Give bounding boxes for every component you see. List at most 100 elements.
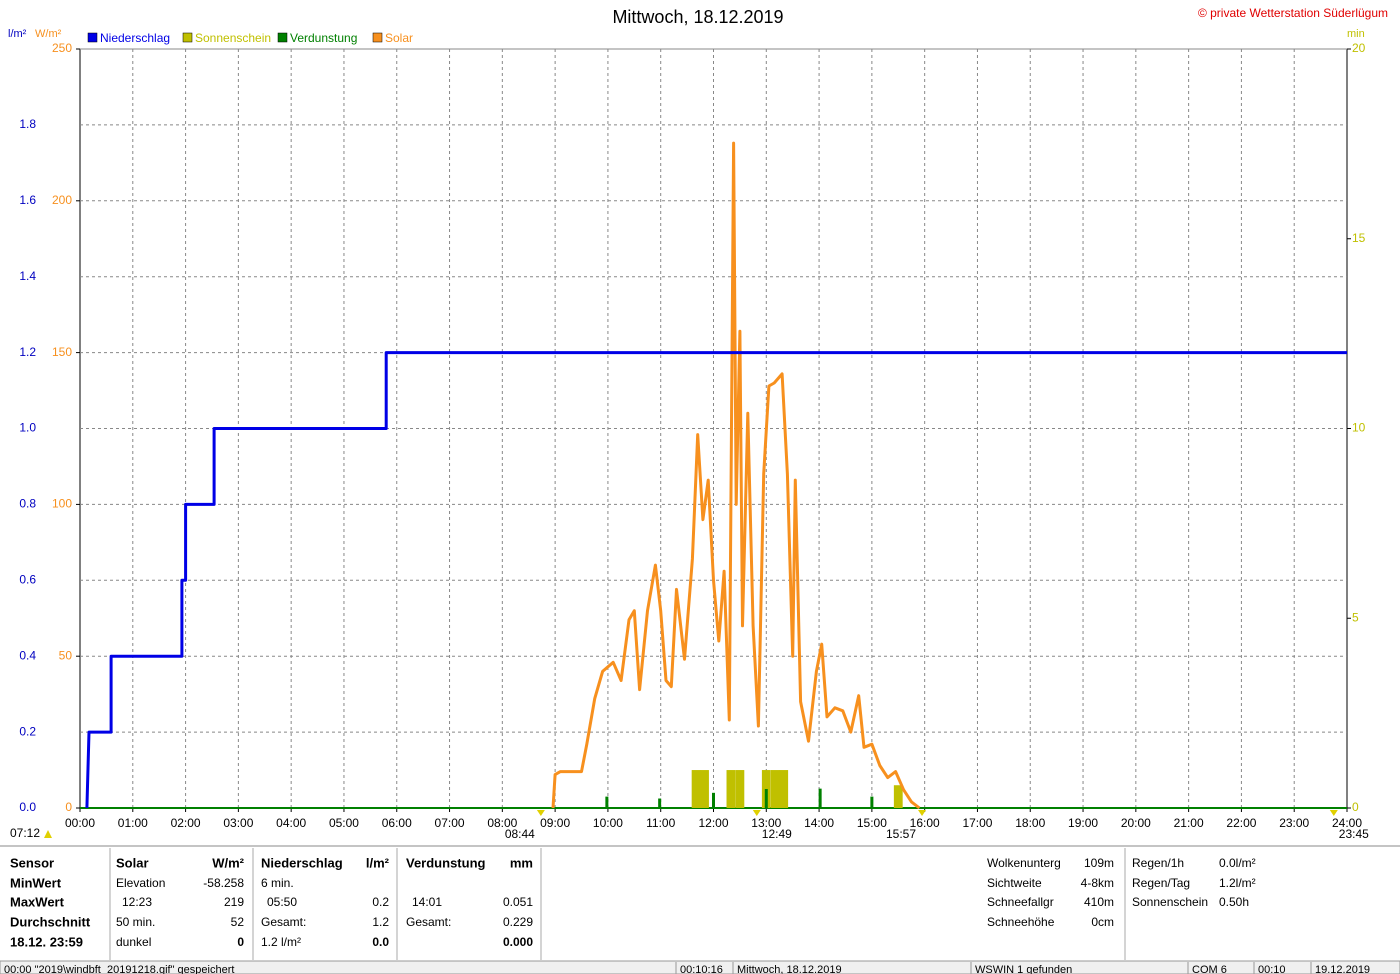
x-tick-label: 01:00 xyxy=(118,816,148,830)
y2-tick-label: 200 xyxy=(52,193,72,207)
x-tick-label: 23:00 xyxy=(1279,816,1309,830)
time-marker xyxy=(536,810,545,816)
table-label: Gesamt: xyxy=(261,915,306,929)
y2-tick-label: 150 xyxy=(52,345,72,359)
table-unit: W/m² xyxy=(212,855,244,870)
table-value: 52 xyxy=(231,915,245,929)
x-tick-label: 05:00 xyxy=(329,816,359,830)
table-unit: l/m² xyxy=(366,855,390,870)
summary-label: Sonnenschein xyxy=(1132,895,1208,909)
y3-tick-label: 20 xyxy=(1352,41,1366,55)
status-text: 00:10 xyxy=(1258,964,1286,974)
table-label: 6 min. xyxy=(261,876,294,890)
x-tick-label: 22:00 xyxy=(1226,816,1256,830)
bar xyxy=(770,770,780,808)
table-label: 14:01 xyxy=(412,895,442,909)
x-tick-label: 11:00 xyxy=(646,816,675,830)
table-value: 0.000 xyxy=(503,935,533,949)
table-value: 0.0 xyxy=(372,935,389,949)
time-marker xyxy=(918,810,927,816)
summary-label: Regen/Tag xyxy=(1132,876,1190,890)
legend-swatch xyxy=(87,32,98,43)
info-value: 109m xyxy=(1084,856,1114,870)
table-header: Solar xyxy=(116,855,149,870)
bar xyxy=(818,788,822,808)
bar xyxy=(893,785,903,808)
copyright: © private Wetterstation Süderlügum xyxy=(1198,6,1388,20)
time-marker-label: 23:45 xyxy=(1339,827,1369,841)
status-text: 00:00 "2019\windbft_20191218.gif" gespei… xyxy=(4,964,234,974)
table-label: 18.12. 23:59 xyxy=(10,934,83,949)
x-tick-label: 00:00 xyxy=(65,816,95,830)
y3-tick-label: 15 xyxy=(1352,231,1366,245)
table-label: Durchschnitt xyxy=(10,914,91,929)
y-tick-label: 0.2 xyxy=(19,724,36,738)
x-tick-label: 06:00 xyxy=(382,816,412,830)
table-value: 219 xyxy=(224,895,244,909)
time-marker xyxy=(44,830,52,838)
table-value: 0 xyxy=(237,935,244,949)
x-tick-label: 16:00 xyxy=(910,816,940,830)
bar xyxy=(700,770,709,808)
y2-tick-label: 50 xyxy=(59,648,73,662)
x-tick-label: 17:00 xyxy=(962,816,992,830)
table-header: Sensor xyxy=(10,855,54,870)
x-tick-label: 18:00 xyxy=(1015,816,1045,830)
x-tick-label: 10:00 xyxy=(593,816,623,830)
y-tick-label: 0.0 xyxy=(19,800,36,814)
summary-label: Regen/1h xyxy=(1132,856,1184,870)
status-text: 00:10:16 xyxy=(680,964,723,974)
bar xyxy=(870,796,874,808)
time-marker xyxy=(752,810,761,816)
chart-title: Mittwoch, 18.12.2019 xyxy=(612,7,783,27)
status-text: 19.12.2019 xyxy=(1315,964,1370,974)
status-text: COM 6 xyxy=(1192,964,1227,974)
info-value: 410m xyxy=(1084,895,1114,909)
x-tick-label: 13:00 xyxy=(751,816,781,830)
table-label: 1.2 l/m² xyxy=(261,935,301,949)
legend-swatch xyxy=(277,32,288,43)
bar xyxy=(735,770,745,808)
legend-label: Verdunstung xyxy=(290,31,357,45)
y-axis-label: l/m² xyxy=(8,28,27,40)
time-marker-label: 07:12 xyxy=(10,826,40,840)
table-value: 0.2 xyxy=(372,895,389,909)
y3-tick-label: 0 xyxy=(1352,800,1359,814)
summary-value: 0.0l/m² xyxy=(1219,856,1256,870)
time-marker xyxy=(1329,810,1338,816)
y2-tick-label: 250 xyxy=(52,41,72,55)
bar xyxy=(712,792,715,808)
status-text: Mittwoch, 18.12.2019 xyxy=(737,964,842,974)
x-tick-label: 12:00 xyxy=(698,816,728,830)
table-label: Gesamt: xyxy=(406,915,451,929)
y-tick-label: 1.8 xyxy=(19,117,36,131)
time-marker-label: 15:57 xyxy=(886,827,916,841)
x-tick-label: 19:00 xyxy=(1068,816,1098,830)
y-tick-label: 0.6 xyxy=(19,572,36,586)
table-header: Verdunstung xyxy=(406,855,486,870)
table-unit: mm xyxy=(510,855,533,870)
x-tick-label: 08:00 xyxy=(487,816,517,830)
table-label: 50 min. xyxy=(116,915,155,929)
x-tick-label: 04:00 xyxy=(276,816,306,830)
y-tick-label: 1.2 xyxy=(19,345,36,359)
y3-tick-label: 5 xyxy=(1352,610,1359,624)
table-value: 0.051 xyxy=(503,895,533,909)
info-value: 0cm xyxy=(1091,915,1114,929)
x-tick-label: 09:00 xyxy=(540,816,570,830)
x-tick-label: 14:00 xyxy=(804,816,834,830)
bar xyxy=(605,796,609,808)
bar xyxy=(764,789,768,808)
bar xyxy=(691,770,701,808)
table-label: dunkel xyxy=(116,935,151,949)
legend-label: Niederschlag xyxy=(100,31,170,45)
table-label: 12:23 xyxy=(122,895,152,909)
y2-tick-label: 100 xyxy=(52,497,72,511)
summary-value: 1.2l/m² xyxy=(1219,876,1256,890)
table-header: Niederschlag xyxy=(261,855,343,870)
x-tick-label: 02:00 xyxy=(171,816,201,830)
line xyxy=(551,141,921,810)
table-label: MinWert xyxy=(10,875,62,890)
status-text: WSWIN 1 gefunden xyxy=(975,964,1072,974)
summary-value: 0.50h xyxy=(1219,895,1249,909)
